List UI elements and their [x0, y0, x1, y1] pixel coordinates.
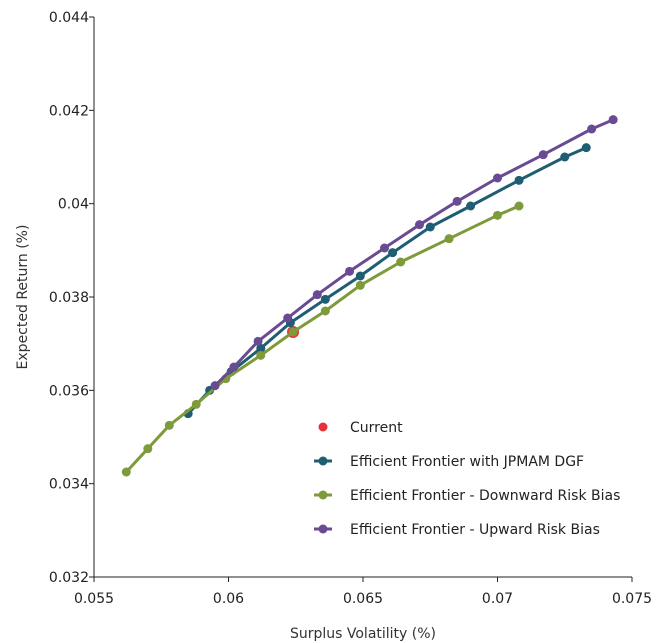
- data-point: [210, 381, 220, 391]
- data-point: [288, 327, 298, 337]
- data-point: [608, 115, 618, 125]
- axes: 0.055 0.06 0.065 0.07 0.075 0.032 0.034 0.036 0.…: [49, 10, 652, 607]
- series-line: [186, 146, 588, 416]
- legend: Current Efficient Frontier with JPMAM DGF…: [314, 420, 620, 538]
- data-point: [143, 444, 153, 454]
- data-point: [514, 175, 524, 185]
- data-point: [587, 124, 597, 134]
- x-tick-label: 0.06: [213, 591, 244, 607]
- legend-item: Efficient Frontier - Downward Risk Bias: [314, 488, 620, 504]
- legend-item: Current: [318, 420, 403, 436]
- data-point: [466, 201, 476, 211]
- y-tick-label: 0.044: [49, 10, 89, 26]
- data-point: [191, 399, 201, 409]
- data-point: [396, 257, 406, 267]
- series-3: [210, 115, 618, 391]
- x-tick-label: 0.07: [482, 591, 513, 607]
- legend-marker: [318, 422, 328, 432]
- y-tick-label: 0.038: [49, 290, 89, 306]
- data-point: [345, 266, 355, 276]
- legend-label: Efficient Frontier - Downward Risk Bias: [350, 488, 620, 504]
- data-point: [320, 294, 330, 304]
- legend-marker: [318, 456, 328, 466]
- x-axis-label: Surplus Volatility (%): [290, 626, 436, 642]
- data-point: [121, 467, 131, 477]
- data-point: [355, 280, 365, 290]
- legend-label: Efficient Frontier with JPMAM DGF: [350, 454, 584, 470]
- data-point: [493, 173, 502, 183]
- legend-label: Efficient Frontier - Upward Risk Bias: [350, 522, 600, 538]
- data-point: [380, 243, 390, 253]
- data-point: [229, 362, 239, 372]
- series-line: [124, 204, 521, 474]
- plot-area: [121, 115, 618, 477]
- y-axis-label: Expected Return (%): [15, 225, 31, 370]
- legend-label: Current: [350, 420, 403, 436]
- data-point: [581, 143, 591, 153]
- data-point: [414, 220, 424, 230]
- series-2: [121, 201, 524, 477]
- y-tick-label: 0.032: [49, 570, 89, 586]
- x-tick-label: 0.065: [343, 591, 383, 607]
- data-point: [514, 201, 524, 211]
- series-1: [183, 143, 591, 419]
- data-point: [256, 350, 266, 360]
- data-point: [388, 248, 398, 258]
- data-point: [256, 343, 266, 353]
- data-point: [425, 222, 435, 232]
- legend-item: Efficient Frontier with JPMAM DGF: [314, 454, 584, 470]
- data-point: [560, 152, 570, 162]
- data-point: [283, 313, 293, 323]
- data-point: [312, 290, 322, 300]
- legend-marker: [318, 524, 328, 534]
- data-point: [253, 336, 263, 346]
- x-tick-label: 0.075: [612, 591, 652, 607]
- data-point: [164, 420, 174, 430]
- y-tick-label: 0.036: [49, 383, 89, 399]
- legend-item: Efficient Frontier - Upward Risk Bias: [314, 522, 600, 538]
- data-point: [493, 210, 502, 220]
- y-tick-label: 0.042: [49, 103, 89, 119]
- y-tick-label: 0.034: [49, 477, 89, 493]
- data-point: [444, 234, 454, 244]
- x-tick-label: 0.055: [74, 591, 114, 607]
- y-tick-label: 0.04: [58, 197, 89, 213]
- legend-marker: [318, 490, 328, 500]
- data-point: [320, 306, 330, 316]
- data-point: [452, 196, 462, 206]
- data-point: [538, 150, 548, 160]
- data-point: [355, 271, 365, 281]
